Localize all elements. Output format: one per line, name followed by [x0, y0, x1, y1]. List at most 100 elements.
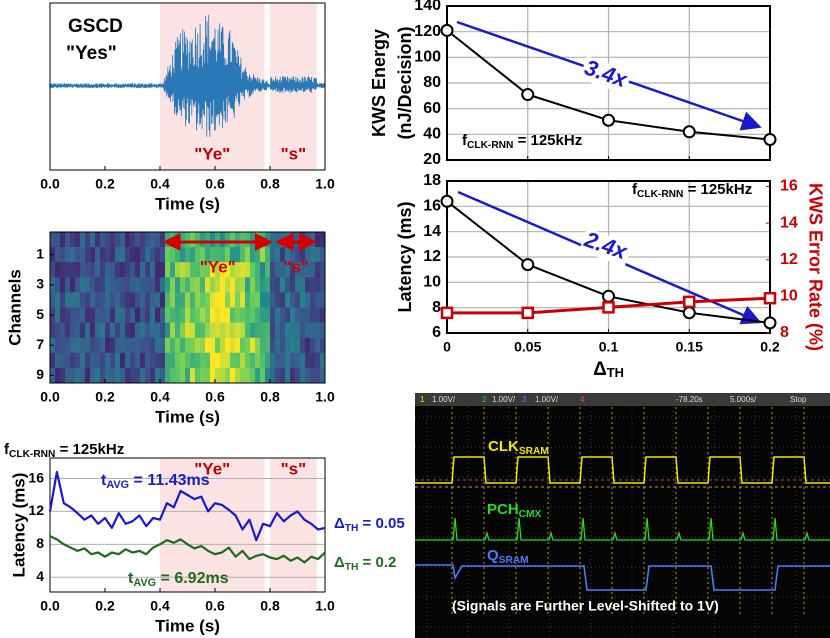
y-tick-label: 20 [423, 151, 441, 168]
panel-subtitle-part: CLK-RNN [9, 449, 55, 460]
heatmap-cell [160, 337, 166, 354]
heatmap-cell [235, 322, 241, 338]
heatmap-cell [100, 322, 106, 338]
heatmap-cell [295, 337, 301, 354]
heatmap-cell [265, 247, 271, 263]
heatmap-cell [105, 307, 111, 323]
heatmap-cell [55, 247, 61, 263]
heatmap-cell [300, 322, 306, 338]
heatmap-cell [180, 352, 186, 369]
heatmap-cell [75, 262, 81, 278]
heatmap-cell [115, 292, 121, 308]
heatmap-cell [130, 367, 136, 384]
heatmap-cell [205, 307, 211, 323]
heatmap-cell [175, 277, 181, 293]
plot-frame [49, 2, 326, 171]
heatmap-cell [225, 292, 231, 308]
scope-label: CLKSRAM [488, 438, 549, 457]
scope-label: QSRAM [487, 547, 529, 566]
heatmap-cell [260, 307, 266, 323]
x-axis-label: Time (s) [155, 616, 220, 635]
heatmap-cell [260, 337, 266, 354]
heatmap-cell [220, 262, 226, 278]
heatmap-cell [235, 292, 241, 308]
heatmap-cell [245, 352, 251, 369]
heatmap-cell [225, 337, 231, 354]
heatmap-cell [195, 232, 201, 248]
scope-trace-pch [415, 517, 830, 541]
y-tick-label: 60 [423, 100, 441, 117]
heatmap-cell [95, 247, 101, 263]
heatmap-cell [285, 262, 291, 278]
heatmap-cell [315, 232, 321, 248]
heatmap-cell [70, 322, 76, 338]
x-tick-label: 0.8 [260, 598, 280, 614]
heatmap-cell [240, 307, 246, 323]
heatmap-cell [305, 262, 311, 278]
marker [683, 295, 696, 309]
heatmap-cell [285, 292, 291, 308]
heatmap-cell [305, 232, 311, 248]
heatmap-cell [280, 262, 286, 278]
heatmap-cell [295, 292, 301, 308]
heatmap-cell [255, 277, 261, 293]
heatmap-cell [160, 307, 166, 323]
heatmap-cell [100, 307, 106, 323]
heatmap-cell [120, 307, 126, 323]
heatmap-cell [210, 292, 216, 308]
heatmap-cell [125, 307, 131, 323]
heatmap-cell [165, 247, 171, 263]
heatmap-cell [260, 232, 266, 248]
heatmap-cell [210, 322, 216, 338]
heatmap-cell [175, 232, 181, 248]
heatmap-cell [160, 352, 166, 369]
y-tick-label: 120 [414, 23, 441, 40]
heatmap-cell [300, 277, 306, 293]
heatmap-cell [250, 292, 256, 308]
heatmap-cell [190, 337, 196, 354]
heatmap-cell [225, 262, 231, 278]
heatmap-cell [75, 247, 81, 263]
heatmap-cell [170, 232, 176, 248]
heatmap-cell [275, 352, 281, 369]
y-tick-label: 7 [36, 336, 44, 352]
heatmap-cell [245, 262, 251, 278]
annotation-bg [579, 56, 633, 95]
heatmap-cell [260, 277, 266, 293]
heatmap-cell [310, 262, 316, 278]
scope-header-text: 4 [580, 395, 585, 404]
panel-subtitle-part: = 125kHz [55, 441, 124, 458]
heatmap-cell [105, 367, 111, 384]
heatmap-cell [55, 232, 61, 248]
heatmap-cell [145, 277, 151, 293]
heatmap-cell [210, 277, 216, 293]
heatmap-cell [60, 247, 66, 263]
heatmap-cell [210, 367, 216, 384]
marker [440, 23, 454, 37]
annotation-part: f [632, 181, 638, 198]
y-tick-label: 3 [36, 276, 44, 292]
heatmap-cell [95, 232, 101, 248]
heatmap-cell [235, 367, 241, 384]
heatmap-cell [115, 367, 121, 384]
heatmap-cell [295, 352, 301, 369]
heatmap-cell [280, 367, 286, 384]
y-tick-label: 40 [423, 126, 441, 143]
heatmap-cell [105, 322, 111, 338]
heatmap-cell [145, 352, 151, 369]
y-tick-label: 12 [423, 248, 441, 265]
heatmap-cell [135, 262, 141, 278]
heatmap-cell [90, 337, 96, 354]
heatmap-cell [60, 292, 66, 308]
heatmap-cell [105, 337, 111, 354]
heatmap-cell [105, 262, 111, 278]
heatmap-cell [270, 307, 276, 323]
x-axis-label-part: Δ [593, 359, 607, 380]
region-label: "Ye" [194, 459, 230, 478]
heatmap-cell [240, 262, 246, 278]
heatmap-cell [245, 232, 251, 248]
heatmap-cell [255, 292, 261, 308]
heatmap-cell [265, 367, 271, 384]
heatmap-cell [155, 367, 161, 384]
